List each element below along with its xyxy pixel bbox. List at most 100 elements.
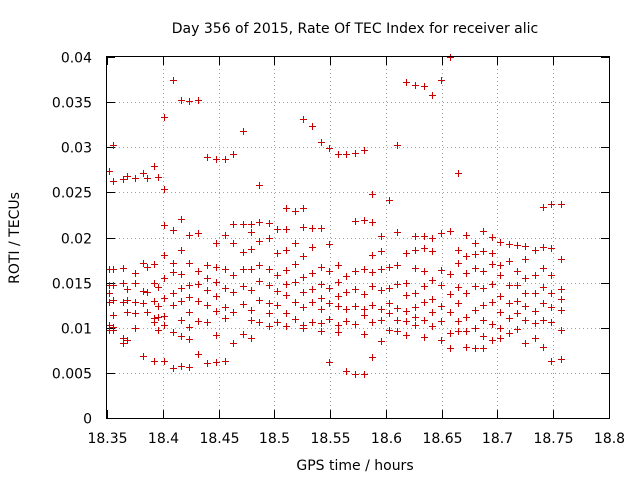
data-point <box>283 323 290 330</box>
data-point <box>106 299 113 306</box>
data-point <box>343 273 350 280</box>
data-point <box>463 290 470 297</box>
data-point <box>522 317 529 324</box>
data-point <box>480 285 487 292</box>
data-point <box>266 310 273 317</box>
data-point <box>514 326 521 333</box>
data-point <box>195 281 202 288</box>
data-point <box>170 365 177 372</box>
data-point <box>326 145 333 152</box>
data-point <box>447 54 454 61</box>
data-point <box>455 247 462 254</box>
data-point <box>369 302 376 309</box>
data-point <box>106 168 113 175</box>
data-point <box>412 290 419 297</box>
y-tick-label: 0.04 <box>61 51 92 67</box>
data-point <box>386 197 393 204</box>
data-point <box>394 142 401 149</box>
data-point <box>318 295 325 302</box>
data-point <box>309 123 316 130</box>
data-point <box>161 252 168 259</box>
y-tick-label: 0 <box>83 412 92 428</box>
data-point <box>438 337 445 344</box>
data-point <box>309 225 316 232</box>
data-point <box>472 345 479 352</box>
data-point <box>300 289 307 296</box>
data-point <box>558 307 565 314</box>
data-point <box>326 285 333 292</box>
data-point <box>386 300 393 307</box>
data-point <box>292 279 299 286</box>
data-point <box>186 98 193 105</box>
data-point <box>472 307 479 314</box>
data-point <box>151 358 158 365</box>
data-point <box>155 327 162 334</box>
data-point <box>120 340 127 347</box>
data-point <box>161 222 168 229</box>
data-point <box>266 220 273 227</box>
data-point <box>548 358 555 365</box>
data-point <box>256 319 263 326</box>
data-point <box>186 364 193 371</box>
data-point <box>394 281 401 288</box>
data-point <box>240 249 247 256</box>
data-point <box>522 243 529 250</box>
data-point <box>548 272 555 279</box>
data-point <box>274 226 281 233</box>
data-point <box>463 314 470 321</box>
data-point <box>361 306 368 313</box>
data-point <box>429 277 436 284</box>
data-point <box>144 175 151 182</box>
data-point <box>343 151 350 158</box>
data-point <box>213 264 220 271</box>
data-point <box>335 329 342 336</box>
data-point <box>283 205 290 212</box>
data-point <box>318 306 325 313</box>
data-point <box>170 227 177 234</box>
data-point <box>274 302 281 309</box>
data-point <box>394 262 401 269</box>
data-point <box>447 345 454 352</box>
data-point <box>480 302 487 309</box>
data-point <box>352 303 359 310</box>
data-point <box>378 306 385 313</box>
data-point <box>170 329 177 336</box>
data-point <box>248 287 255 294</box>
data-point <box>455 170 462 177</box>
data-point <box>522 256 529 263</box>
data-point <box>421 334 428 341</box>
data-point <box>248 335 255 342</box>
data-point <box>386 285 393 292</box>
data-point <box>256 219 263 226</box>
data-point <box>386 327 393 334</box>
data-point <box>361 217 368 224</box>
plot-border <box>106 56 610 419</box>
x-tick-label: 18.6 <box>371 431 402 447</box>
data-point <box>318 225 325 232</box>
data-point <box>222 232 229 239</box>
data-point <box>378 233 385 240</box>
x-tick-label: 18.45 <box>199 431 239 447</box>
data-point <box>532 320 539 327</box>
data-point <box>178 333 185 340</box>
data-point <box>248 221 255 228</box>
data-point <box>429 248 436 255</box>
data-point <box>274 288 281 295</box>
data-point <box>283 292 290 299</box>
y-tick-label: 0.025 <box>52 186 92 202</box>
data-point <box>522 340 529 347</box>
data-point <box>155 174 162 181</box>
data-point <box>132 299 139 306</box>
data-point <box>480 268 487 275</box>
data-point <box>506 282 513 289</box>
data-point <box>447 228 454 235</box>
data-point <box>378 266 385 273</box>
data-point <box>309 244 316 251</box>
data-point <box>447 291 454 298</box>
data-point <box>240 283 247 290</box>
data-point <box>326 359 333 366</box>
data-point <box>292 240 299 247</box>
data-point <box>522 275 529 282</box>
data-point <box>213 332 220 339</box>
data-point <box>326 268 333 275</box>
